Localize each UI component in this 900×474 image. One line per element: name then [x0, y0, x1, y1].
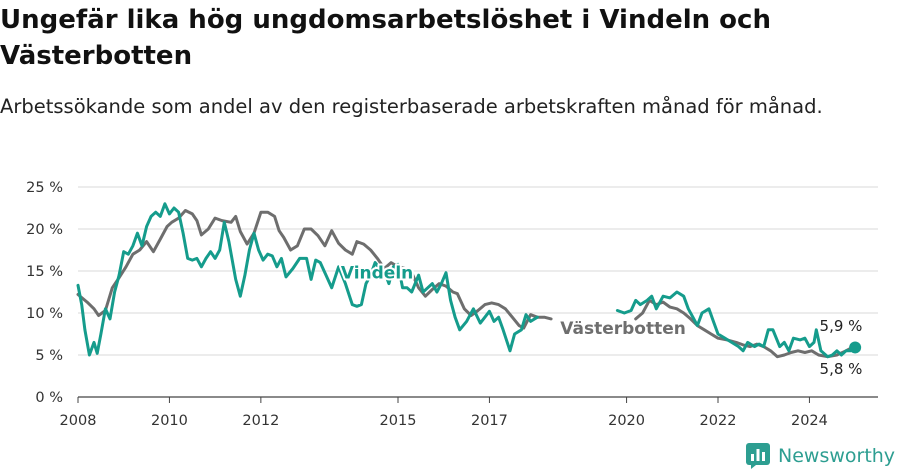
series-layer — [76, 202, 857, 359]
end-value-label: 5,8 % — [820, 360, 863, 378]
y-tick-label: 20 % — [26, 222, 63, 238]
series-name-label: Vindeln — [341, 264, 413, 284]
label-layer: Vindeln Västerbotten 5,9 % 5,8 % — [339, 262, 863, 378]
y-tick-label: 25 % — [26, 180, 63, 196]
x-tick-label: 2008 — [60, 413, 97, 429]
y-tick-label: 0 % — [35, 390, 63, 406]
end-value-label: 5,9 % — [820, 317, 863, 335]
y-tick-label: 15 % — [26, 264, 63, 280]
grid-layer — [78, 186, 878, 398]
series-line-v-sterbotten — [76, 209, 853, 359]
chart-title: Ungefär lika hög ungdomsarbetslöshet i V… — [0, 5, 771, 71]
y-tick-label: 10 % — [26, 306, 63, 322]
x-tick-label: 2012 — [242, 413, 279, 429]
series-name-label: Västerbotten — [560, 319, 686, 339]
axis-layer: 0 % 5 % 10 % 15 % 20 % 25 % 2008 2010 2012 2015 20… — [26, 180, 828, 429]
x-tick-label: 2024 — [791, 413, 828, 429]
end-point-marker — [849, 341, 862, 354]
x-tick-label: 2022 — [700, 413, 737, 429]
y-tick-label: 5 % — [35, 348, 63, 364]
brand-footer: Newsworthy — [746, 443, 895, 469]
newsworthy-logo-icon — [746, 443, 770, 469]
x-tick-label: 2010 — [151, 413, 188, 429]
series-line-vindeln — [76, 202, 857, 359]
x-tick-label: 2020 — [608, 413, 645, 429]
chart-subtitle: Arbetssökande som andel av den registerb… — [0, 95, 823, 118]
x-tick-label: 2017 — [471, 413, 508, 429]
x-tick-label: 2015 — [380, 413, 417, 429]
brand-name: Newsworthy — [778, 445, 896, 467]
